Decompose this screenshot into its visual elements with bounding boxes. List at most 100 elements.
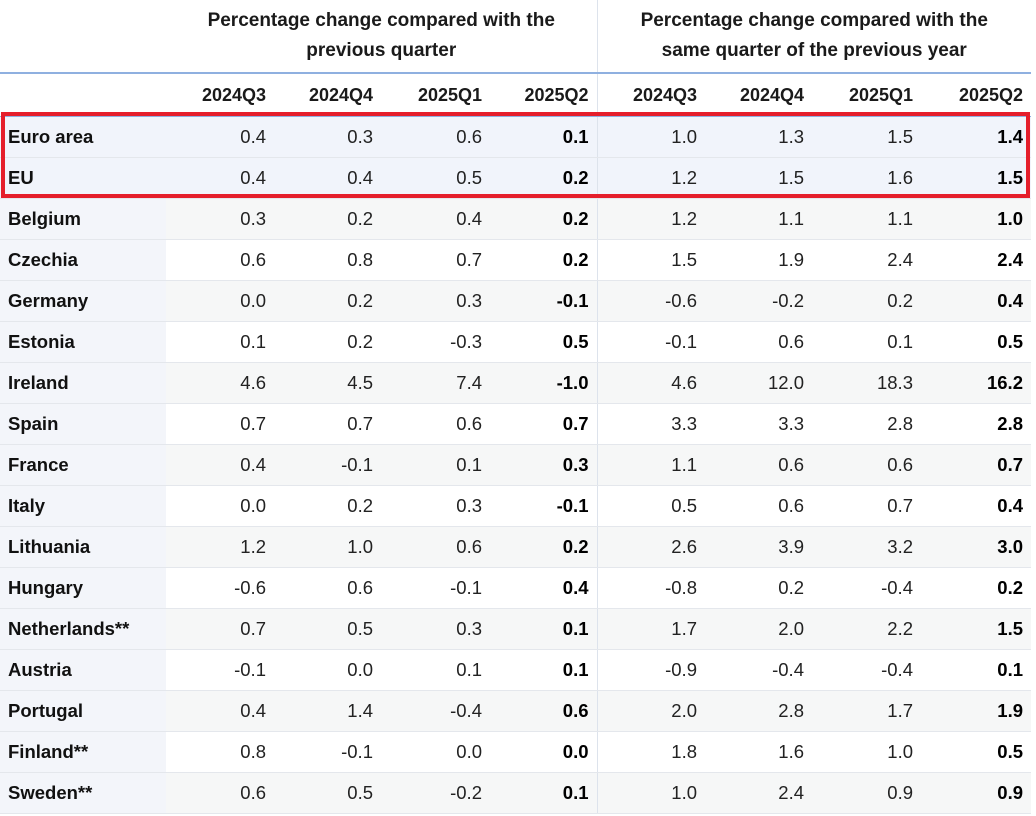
value-cell: 0.4	[921, 485, 1031, 527]
value-cell: 0.3	[381, 608, 490, 650]
value-cell: 0.3	[166, 198, 274, 240]
value-cell: 1.2	[166, 526, 274, 568]
group-header-line: Percentage change compared with the	[640, 10, 988, 31]
value-cell: 0.1	[490, 116, 597, 158]
value-cell: 0.2	[490, 198, 597, 240]
value-cell: 0.4	[274, 157, 381, 199]
corner-cell	[0, 73, 166, 117]
value-cell: -0.1	[166, 649, 274, 691]
value-cell: 16.2	[921, 362, 1031, 404]
value-cell: 0.7	[921, 444, 1031, 486]
value-cell: 0.6	[381, 403, 490, 445]
value-cell: 1.0	[274, 526, 381, 568]
table-row: Czechia 0.6 0.8 0.7 0.2 1.5 1.9 2.4 2.4	[0, 239, 1031, 281]
value-cell: 2.8	[921, 403, 1031, 445]
value-cell: 1.9	[705, 239, 812, 281]
value-cell: 1.1	[705, 198, 812, 240]
value-cell: 0.2	[274, 198, 381, 240]
group-header-line: previous quarter	[306, 40, 457, 61]
value-cell: 0.6	[705, 485, 812, 527]
country-cell: Ireland	[0, 362, 166, 404]
table-row: Ireland 4.6 4.5 7.4 -1.0 4.6 12.0 18.3 16.2	[0, 362, 1031, 404]
value-cell: -0.1	[490, 485, 597, 527]
value-cell: 0.8	[166, 731, 274, 773]
value-cell: -0.9	[596, 649, 705, 691]
table-row: Spain 0.7 0.7 0.6 0.7 3.3 3.3 2.8 2.8	[0, 403, 1031, 445]
country-cell: France	[0, 444, 166, 486]
value-cell: 1.0	[921, 198, 1031, 240]
value-cell: 1.5	[921, 157, 1031, 199]
value-cell: 0.4	[166, 690, 274, 732]
value-cell: 2.0	[596, 690, 705, 732]
value-cell: 0.1	[490, 608, 597, 650]
value-cell: 0.0	[166, 280, 274, 322]
country-cell: Czechia	[0, 239, 166, 281]
value-cell: 0.1	[812, 321, 921, 363]
value-cell: 1.7	[812, 690, 921, 732]
value-cell: 3.9	[705, 526, 812, 568]
value-cell: 4.6	[166, 362, 274, 404]
value-cell: 0.6	[274, 567, 381, 609]
value-cell: -0.4	[812, 567, 921, 609]
value-cell: -0.4	[812, 649, 921, 691]
table-row: Portugal 0.4 1.4 -0.4 0.6 2.0 2.8 1.7 1.9	[0, 690, 1031, 732]
value-cell: 1.0	[812, 731, 921, 773]
value-cell: 0.1	[166, 321, 274, 363]
value-cell: 2.4	[921, 239, 1031, 281]
value-cell: 2.4	[812, 239, 921, 281]
country-cell: Sweden**	[0, 772, 166, 814]
value-cell: 0.0	[381, 731, 490, 773]
value-cell: 0.6	[166, 772, 274, 814]
value-cell: 0.6	[381, 526, 490, 568]
table-row: Sweden** 0.6 0.5 -0.2 0.1 1.0 2.4 0.9 0.9	[0, 772, 1031, 814]
group-header-previous-year: Percentage change compared with the same…	[596, 0, 1031, 74]
quarter-header: 2025Q1	[381, 73, 490, 117]
value-cell: 0.5	[596, 485, 705, 527]
value-cell: 1.1	[812, 198, 921, 240]
table-row: Lithuania 1.2 1.0 0.6 0.2 2.6 3.9 3.2 3.0	[0, 526, 1031, 568]
value-cell: 0.8	[274, 239, 381, 281]
value-cell: 2.0	[705, 608, 812, 650]
value-cell: -0.2	[381, 772, 490, 814]
value-cell: -0.4	[705, 649, 812, 691]
value-cell: 0.6	[166, 239, 274, 281]
quarter-header: 2025Q2	[490, 73, 597, 117]
country-cell: Portugal	[0, 690, 166, 732]
value-cell: 1.6	[705, 731, 812, 773]
value-cell: 0.2	[490, 157, 597, 199]
value-cell: -0.8	[596, 567, 705, 609]
table-row: Germany 0.0 0.2 0.3 -0.1 -0.6 -0.2 0.2 0.4	[0, 280, 1031, 322]
table-row: Estonia 0.1 0.2 -0.3 0.5 -0.1 0.6 0.1 0.5	[0, 321, 1031, 363]
table-row: Austria -0.1 0.0 0.1 0.1 -0.9 -0.4 -0.4 0.1	[0, 649, 1031, 691]
quarter-header: 2025Q2	[921, 73, 1031, 117]
value-cell: 0.6	[381, 116, 490, 158]
value-cell: 0.6	[705, 444, 812, 486]
value-cell: -0.6	[596, 280, 705, 322]
value-cell: 0.3	[381, 280, 490, 322]
value-cell: 1.9	[921, 690, 1031, 732]
value-cell: 0.2	[490, 239, 597, 281]
value-cell: 0.1	[490, 772, 597, 814]
value-cell: 0.1	[381, 444, 490, 486]
value-cell: 0.2	[812, 280, 921, 322]
table-row: France 0.4 -0.1 0.1 0.3 1.1 0.6 0.6 0.7	[0, 444, 1031, 486]
value-cell: -0.6	[166, 567, 274, 609]
country-cell: Hungary	[0, 567, 166, 609]
group-header-row: Percentage change compared with the prev…	[0, 0, 1031, 74]
value-cell: 0.5	[921, 321, 1031, 363]
value-cell: 1.5	[705, 157, 812, 199]
country-cell: Belgium	[0, 198, 166, 240]
value-cell: 1.4	[921, 116, 1031, 158]
value-cell: 0.2	[274, 321, 381, 363]
value-cell: 0.3	[381, 485, 490, 527]
value-cell: 0.2	[274, 485, 381, 527]
quarter-header: 2024Q3	[166, 73, 274, 117]
quarter-header: 2024Q4	[274, 73, 381, 117]
value-cell: 0.7	[812, 485, 921, 527]
value-cell: 1.5	[812, 116, 921, 158]
table-row: EU 0.4 0.4 0.5 0.2 1.2 1.5 1.6 1.5	[0, 157, 1031, 199]
value-cell: 0.6	[812, 444, 921, 486]
value-cell: 0.1	[381, 649, 490, 691]
group-header-line: same quarter of the previous year	[661, 40, 967, 61]
value-cell: 0.4	[381, 198, 490, 240]
